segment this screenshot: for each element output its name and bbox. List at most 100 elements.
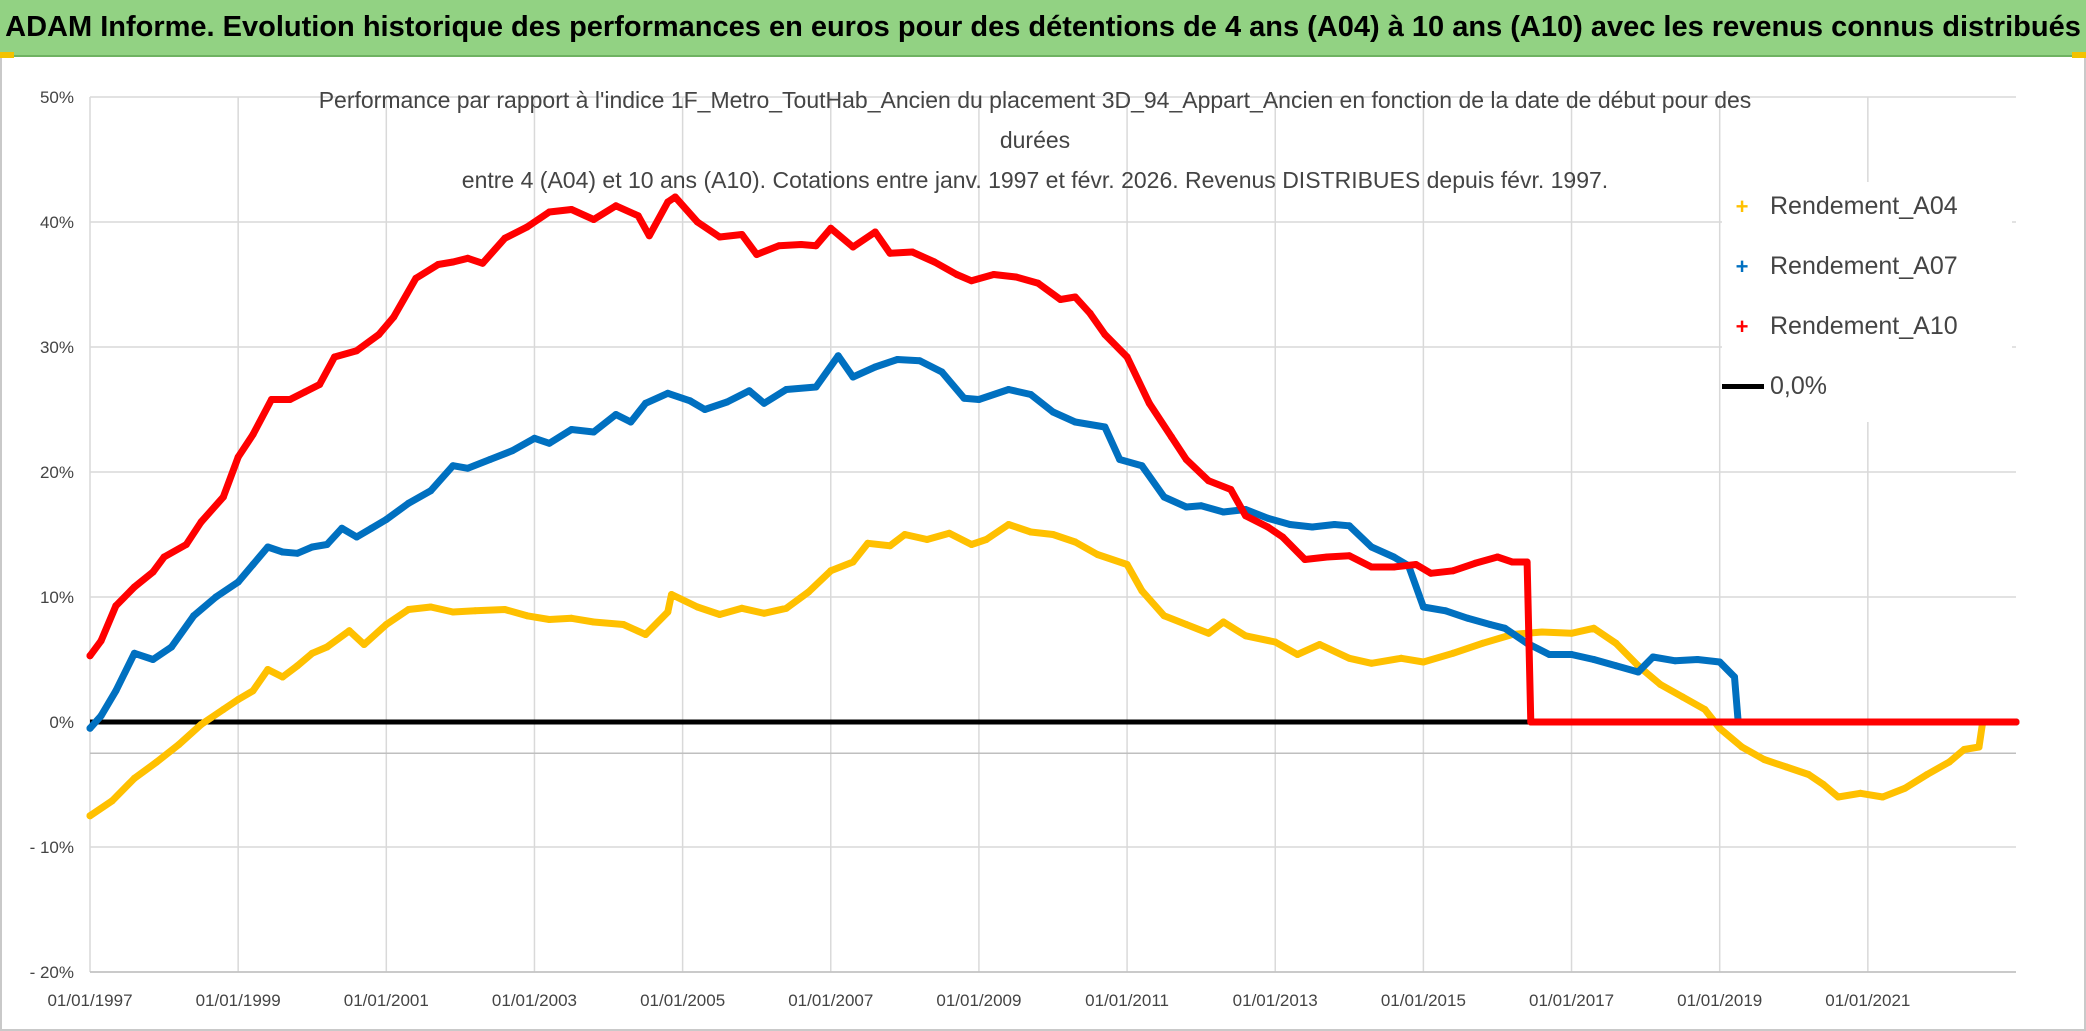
- data-point-rendement_a04: [642, 631, 650, 638]
- data-point-rendement_a04: [175, 741, 183, 748]
- data-point-rendement_a10: [1427, 569, 1435, 577]
- x-tick-label: 01/01/2007: [788, 991, 873, 1010]
- data-point-rendement_a07: [871, 363, 879, 371]
- data-point-rendement_a07: [893, 356, 901, 363]
- data-point-rendement_a04: [923, 536, 931, 543]
- data-point-rendement_a04: [1242, 632, 1250, 640]
- data-point-rendement_a04: [760, 609, 768, 617]
- data-point-rendement_a10: [716, 233, 724, 241]
- data-point-rendement_a07: [1286, 521, 1294, 528]
- data-point-rendement_a10: [1523, 558, 1531, 566]
- data-point-rendement_a07: [382, 516, 390, 523]
- data-point-rendement_a04: [1879, 793, 1887, 801]
- data-point-rendement_a07: [745, 387, 753, 395]
- y-tick-label: - 10%: [30, 838, 74, 857]
- x-tick-label: 01/01/1999: [196, 991, 281, 1010]
- data-point-rendement_a10: [1242, 512, 1250, 520]
- data-point-rendement_a07: [960, 394, 968, 402]
- data-point-rendement_a07: [427, 487, 435, 495]
- data-point-rendement_a10: [990, 271, 998, 278]
- data-point-rendement_a07: [530, 434, 538, 442]
- data-point-rendement_a10: [612, 202, 620, 210]
- data-point-rendement_a04: [382, 621, 390, 628]
- data-point-rendement_a07: [234, 578, 242, 586]
- data-point-rendement_a10: [1168, 433, 1176, 441]
- data-point-rendement_a04: [1182, 621, 1190, 628]
- data-point-rendement_a04: [1975, 743, 1983, 751]
- x-tick-label: 01/01/2017: [1529, 991, 1614, 1010]
- data-point-rendement_a07: [1390, 553, 1398, 561]
- data-point-rendement_a04: [219, 706, 227, 713]
- data-point-rendement_a04: [716, 611, 724, 618]
- data-point-rendement_a10: [97, 637, 105, 645]
- data-point-rendement_a07: [464, 464, 472, 472]
- data-point-rendement_a07: [323, 541, 331, 548]
- data-point-rendement_a04: [1538, 628, 1546, 636]
- data-point-rendement_a04: [197, 721, 205, 728]
- data-point-rendement_a07: [612, 411, 620, 418]
- data-point-rendement_a07: [1486, 621, 1494, 628]
- legend-marker-zero: [1722, 384, 1764, 389]
- data-point-rendement_a07: [130, 649, 138, 657]
- chart-title-line-3: entre 4 (A04) et 10 ans (A10). Cotations…: [461, 167, 1609, 193]
- data-point-rendement_a07: [760, 399, 768, 407]
- legend-item-zero: 0,0%: [1722, 372, 1827, 401]
- data-point-rendement_a10: [1279, 533, 1287, 541]
- y-tick-label: 40%: [40, 213, 74, 232]
- y-tick-label: - 20%: [30, 963, 74, 982]
- data-point-rendement_a07: [1649, 653, 1657, 661]
- data-point-rendement_a10: [249, 431, 257, 438]
- data-point-rendement_a07: [1005, 386, 1013, 393]
- x-tick-label: 01/01/2009: [936, 991, 1021, 1010]
- data-point-rendement_a07: [97, 712, 105, 720]
- data-point-rendement_a04: [1397, 654, 1405, 662]
- data-point-rendement_a10: [1264, 523, 1272, 531]
- data-point-rendement_a10: [1071, 293, 1079, 301]
- data-point-rendement_a10: [267, 396, 275, 403]
- data-point-rendement_a04: [968, 541, 976, 548]
- data-point-rendement_a10: [197, 518, 205, 526]
- data-point-rendement_a10: [664, 198, 672, 206]
- legend-item-a07: + Rendement_A07: [1722, 252, 1958, 281]
- data-point-rendement_a04: [1716, 724, 1724, 732]
- data-point-rendement_a07: [1049, 408, 1057, 416]
- y-tick-label: 30%: [40, 338, 74, 357]
- data-point-rendement_a04: [1449, 649, 1457, 657]
- data-point-rendement_a07: [1693, 656, 1701, 663]
- data-point-rendement_a07: [1264, 514, 1272, 522]
- legend-item-a10: + Rendement_A10: [1722, 312, 1958, 341]
- data-point-rendement_a07: [1160, 493, 1168, 501]
- data-point-rendement_a07: [849, 373, 857, 381]
- data-point-rendement_a07: [545, 439, 553, 447]
- data-point-rendement_a04: [345, 627, 353, 635]
- data-point-rendement_a04: [1479, 639, 1487, 647]
- data-point-rendement_a04: [1419, 658, 1427, 666]
- data-point-rendement_a04: [1138, 587, 1146, 595]
- data-point-rendement_a07: [1182, 503, 1190, 511]
- data-point-rendement_a04: [1316, 641, 1324, 648]
- data-point-rendement_a10: [968, 277, 976, 285]
- data-point-rendement_a07: [293, 549, 301, 557]
- data-point-rendement_a07: [686, 397, 694, 405]
- data-point-rendement_a10: [160, 553, 168, 561]
- axes: 50% 40% 30% 20% 10% 0% - 10% - 20% 01/01/1997 01/…: [30, 88, 2016, 1010]
- data-point-rendement_a07: [1590, 656, 1598, 663]
- legend-label-a10: Rendement_A10: [1770, 312, 1958, 340]
- data-point-rendement_a04: [293, 662, 301, 670]
- x-tick-label: 01/01/2005: [640, 991, 725, 1010]
- data-point-rendement_a04: [1805, 771, 1813, 778]
- data-point-rendement_a07: [338, 524, 346, 532]
- data-point-rendement_a04: [1945, 758, 1953, 766]
- data-point-rendement_a04: [982, 536, 990, 543]
- data-point-rendement_a07: [1197, 502, 1205, 510]
- data-point-rendement_a07: [627, 418, 635, 426]
- data-point-rendement_a04: [1819, 781, 1827, 788]
- data-point-rendement_a10: [930, 258, 938, 266]
- data-point-rendement_a07: [1545, 651, 1553, 658]
- data-point-rendement_a07: [1716, 658, 1724, 666]
- data-point-rendement_a07: [1671, 657, 1679, 665]
- data-point-rendement_a04: [360, 641, 368, 648]
- data-point-rendement_a10: [568, 206, 575, 213]
- data-point-rendement_a10: [753, 251, 761, 258]
